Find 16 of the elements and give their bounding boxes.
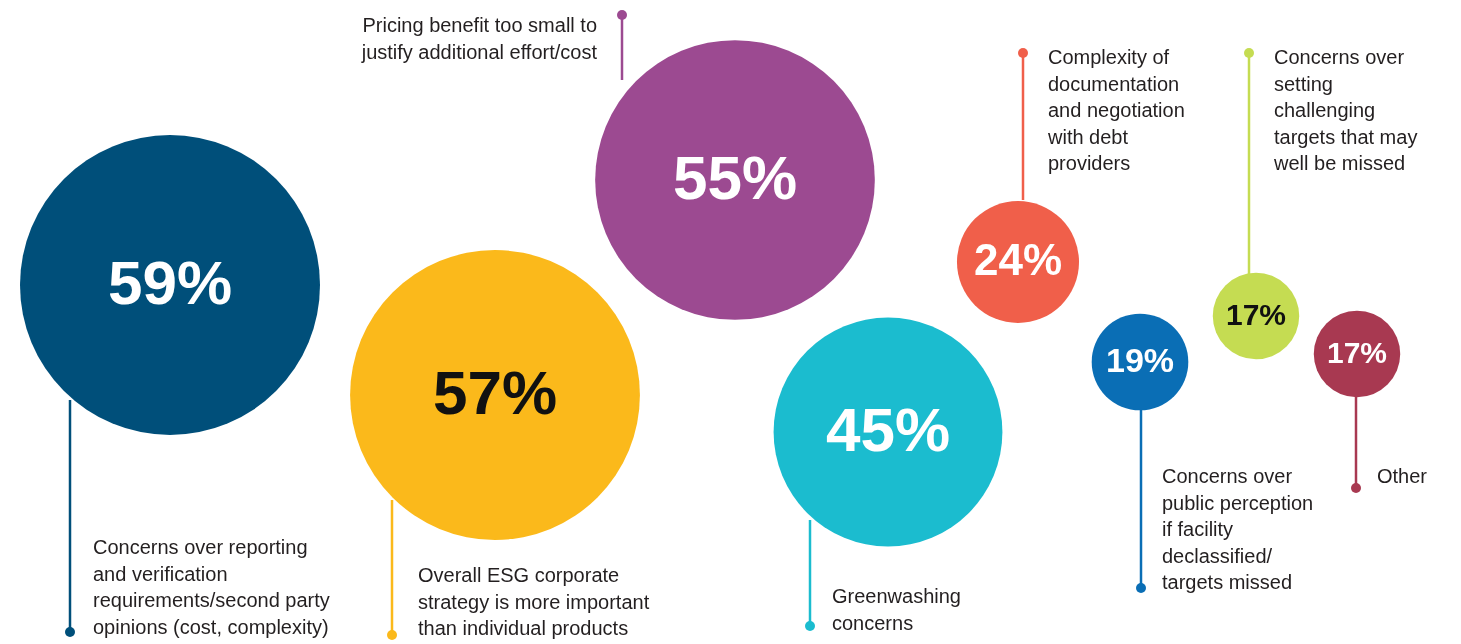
data-label: 24% [973,235,1063,284]
category-label: Other [1377,465,1428,487]
data-label: 19% [1105,341,1175,379]
category-label: Concerns over reporting and verification requirements/second party opinions (cost, complexity) [93,536,330,638]
category-label: Concerns over public perception if facility declassified/ targets missed [1162,465,1314,593]
data-label: 55% [672,143,798,212]
data-label: 17% [1225,298,1287,331]
data-label: 59% [107,248,233,317]
category-label: Overall ESG corporate strategy is more important than individual products [418,564,650,639]
data-label: 17% [1326,336,1388,369]
data-label: 57% [432,358,558,427]
category-label: Pricing benefit too small to justify additional effort/cost [360,14,598,63]
category-label: Concerns over setting challenging targets that may well be missed [1273,46,1418,174]
category-label: Greenwashing concerns [832,585,961,634]
category-label: Complexity of documentation and negotiation with debt providers [1047,46,1185,174]
data-label: 45% [825,395,951,464]
